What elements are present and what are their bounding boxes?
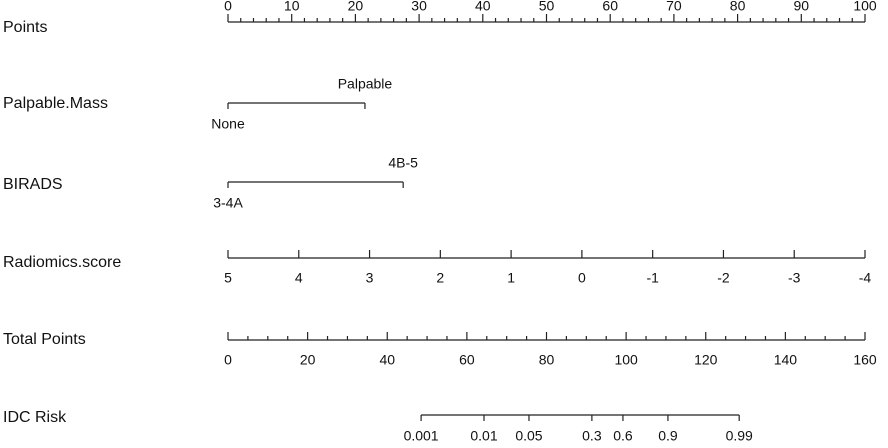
tick-label: 5 [224, 270, 232, 286]
row-label: IDC Risk [3, 409, 67, 426]
tick-label: 4 [295, 270, 303, 286]
tick-label: -3 [788, 270, 801, 286]
tick-label: -4 [859, 270, 872, 286]
row-label: Radiomics.score [3, 254, 121, 271]
tick-label: 60 [602, 0, 618, 14]
tick-label: 120 [694, 352, 718, 368]
tick-label: 20 [348, 0, 364, 14]
row-label: BIRADS [3, 176, 63, 193]
tick-label: 0 [578, 270, 586, 286]
tick-label: 4B-5 [388, 155, 418, 171]
tick-label: 90 [794, 0, 810, 14]
tick-label: 70 [666, 0, 682, 14]
tick-label: None [211, 116, 245, 132]
tick-label: 0.9 [658, 428, 678, 444]
tick-label: 3-4A [213, 195, 243, 211]
tick-label: 40 [379, 352, 395, 368]
tick-label: 20 [300, 352, 316, 368]
row-label: Palpable.Mass [3, 95, 108, 112]
tick-label: 0.6 [613, 428, 633, 444]
tick-label: 0 [224, 0, 232, 14]
tick-label: Palpable [338, 76, 393, 92]
tick-label: 80 [539, 352, 555, 368]
tick-label: 0 [224, 352, 232, 368]
tick-label: 40 [475, 0, 491, 14]
tick-label: 160 [853, 352, 877, 368]
tick-label: 10 [284, 0, 300, 14]
tick-label: -1 [646, 270, 659, 286]
tick-label: 0.001 [404, 428, 439, 444]
tick-label: 100 [614, 352, 638, 368]
tick-label: 3 [366, 270, 374, 286]
tick-label: 0.3 [582, 428, 602, 444]
tick-label: 50 [539, 0, 555, 14]
tick-label: 0.01 [470, 428, 497, 444]
row-label: Points [3, 19, 47, 36]
tick-label: -2 [717, 270, 730, 286]
tick-label: 60 [459, 352, 475, 368]
tick-label: 0.05 [515, 428, 542, 444]
tick-label: 100 [853, 0, 877, 14]
tick-label: 140 [774, 352, 798, 368]
tick-label: 30 [411, 0, 427, 14]
tick-label: 80 [730, 0, 746, 14]
row-label: Total Points [3, 331, 86, 348]
tick-label: 0.99 [726, 428, 753, 444]
tick-label: 2 [436, 270, 444, 286]
tick-label: 1 [507, 270, 515, 286]
